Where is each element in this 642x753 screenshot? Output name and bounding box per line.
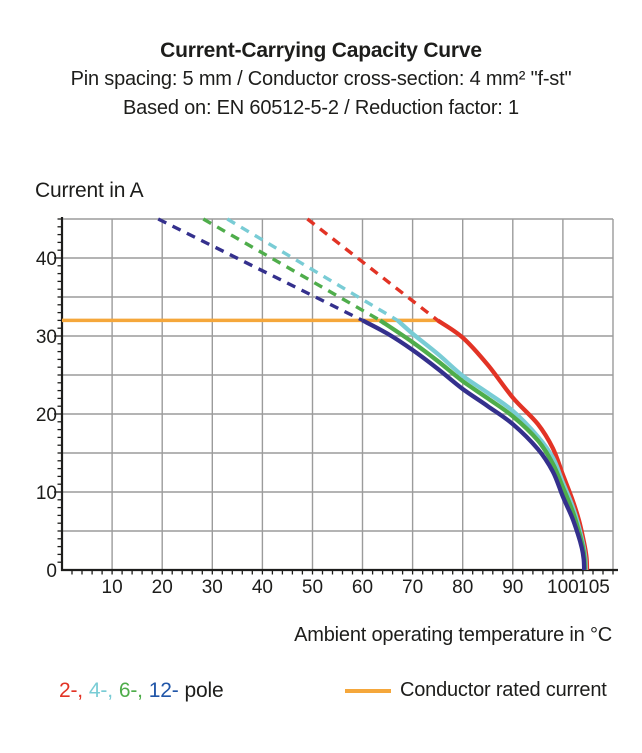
rated-current-label: Conductor rated current bbox=[400, 679, 607, 701]
y-tick-labels: 0 10 20 30 40 bbox=[36, 249, 57, 582]
x-tick-label: 10 bbox=[102, 577, 123, 598]
pole-legend-suffix: pole bbox=[184, 679, 224, 702]
x-tick-label: 100 bbox=[547, 577, 579, 598]
x-tick-label: 90 bbox=[502, 577, 523, 598]
x-tick-label: 30 bbox=[202, 577, 223, 598]
x-tick-label: 20 bbox=[152, 577, 173, 598]
curve-12-pole-dashed bbox=[157, 217, 364, 322]
x-tick-label: 60 bbox=[352, 577, 373, 598]
rated-current-legend: Conductor rated current bbox=[345, 679, 607, 702]
pole-legend-item: 12- bbox=[148, 679, 179, 702]
curve-4-pole-dashed bbox=[226, 217, 399, 322]
y-tick-label: 40 bbox=[36, 249, 57, 270]
gridlines bbox=[62, 218, 614, 570]
y-tick-label: 20 bbox=[36, 405, 57, 426]
x-axis-title: Ambient operating temperature in °C bbox=[294, 624, 612, 646]
y-tick-label: 10 bbox=[36, 483, 57, 504]
x-tick-label: 40 bbox=[252, 577, 273, 598]
curve-12-pole bbox=[157, 217, 587, 571]
rated-current-swatch-line bbox=[345, 688, 391, 693]
pole-legend-item: 4-, bbox=[88, 679, 113, 702]
axes bbox=[60, 217, 618, 572]
chart-subtitle-basis: Based on: EN 60512-5-2 / Reduction facto… bbox=[123, 97, 519, 119]
pole-legend-item: 6-, bbox=[118, 679, 143, 702]
x-tick-label: 70 bbox=[402, 577, 423, 598]
curve-4-pole bbox=[226, 217, 588, 571]
y-tick-label: 30 bbox=[36, 327, 57, 348]
y-axis-title: Current in A bbox=[35, 179, 144, 202]
title-block: Current-Carrying Capacity Curve Pin spac… bbox=[0, 36, 642, 123]
chart-subtitle-spec: Pin spacing: 5 mm / Conductor cross-sect… bbox=[70, 68, 572, 90]
curve-2-pole-dashed bbox=[306, 217, 439, 322]
x-tick-labels: 10 20 30 40 50 60 70 80 90 100 105 bbox=[102, 577, 610, 598]
x-tick-label: 80 bbox=[452, 577, 473, 598]
tick-marks bbox=[54, 218, 614, 575]
y-tick-label: 0 bbox=[46, 561, 57, 582]
pole-legend-item: 2-, bbox=[59, 679, 83, 702]
curve-2-pole bbox=[306, 217, 590, 571]
x-tick-label: 105 bbox=[578, 577, 610, 598]
curve-12-pole-solid bbox=[361, 318, 587, 571]
chart-title: Current-Carrying Capacity Curve bbox=[160, 39, 482, 62]
x-tick-label: 50 bbox=[302, 577, 323, 598]
curve-6-pole-dashed bbox=[202, 217, 381, 322]
pole-legend-items: 2-, 4-, 6-, 12- bbox=[59, 679, 185, 702]
pole-legend: 2-, 4-, 6-, 12- pole bbox=[59, 679, 224, 703]
